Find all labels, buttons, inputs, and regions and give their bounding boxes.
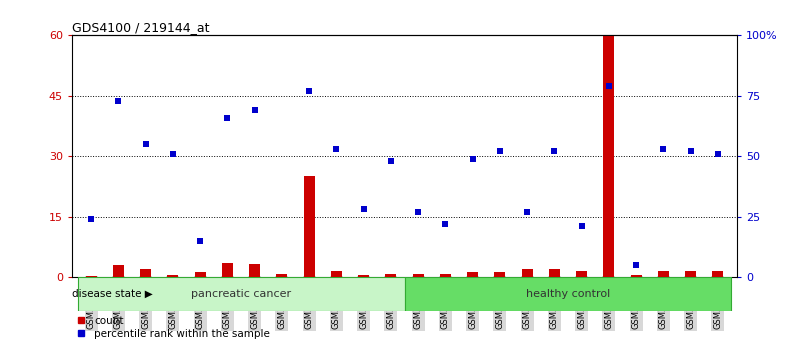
Bar — [78, 277, 405, 311]
Bar — [658, 271, 669, 277]
Bar — [195, 272, 206, 277]
Bar — [331, 271, 342, 277]
Bar — [440, 274, 451, 277]
Bar — [276, 274, 288, 277]
Bar — [140, 269, 151, 277]
Bar — [222, 263, 233, 277]
Bar — [167, 275, 179, 277]
Bar — [603, 35, 614, 277]
Bar — [249, 264, 260, 277]
Bar — [467, 272, 478, 277]
Bar — [630, 275, 642, 277]
Bar — [385, 274, 396, 277]
Bar — [576, 271, 587, 277]
Bar — [549, 269, 560, 277]
Bar — [358, 275, 369, 277]
Bar — [413, 274, 424, 277]
Bar — [685, 271, 696, 277]
Bar — [521, 269, 533, 277]
Bar — [86, 276, 97, 277]
Bar — [304, 176, 315, 277]
Bar — [712, 271, 723, 277]
Text: disease state ▶: disease state ▶ — [72, 289, 153, 299]
Text: healthy control: healthy control — [526, 289, 610, 299]
Bar — [494, 272, 505, 277]
Text: pancreatic cancer: pancreatic cancer — [191, 289, 291, 299]
Legend: count, percentile rank within the sample: count, percentile rank within the sample — [78, 316, 270, 339]
Bar — [113, 265, 124, 277]
Bar — [405, 277, 731, 311]
Text: GDS4100 / 219144_at: GDS4100 / 219144_at — [72, 21, 210, 34]
